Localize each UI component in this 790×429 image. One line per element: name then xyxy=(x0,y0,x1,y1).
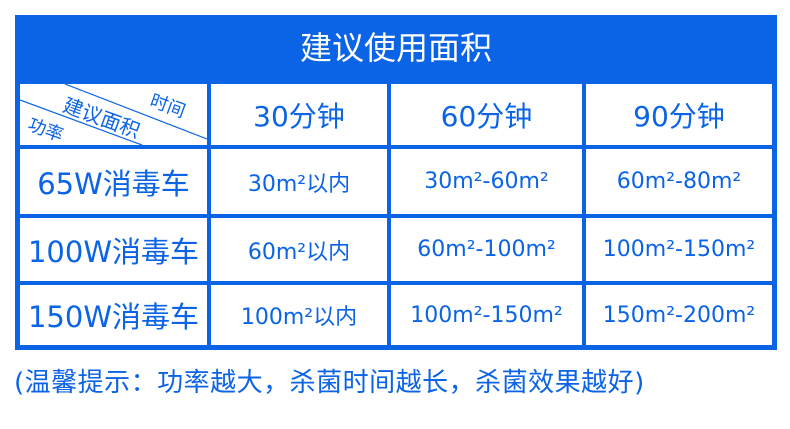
table-cell: 60m²-80m² xyxy=(586,149,772,214)
row-label: 150W消毒车 xyxy=(20,285,207,345)
table-cell: 60m²以内 xyxy=(211,218,387,281)
table-cell: 100m²-150m² xyxy=(391,285,582,345)
table-cell: 60m²-100m² xyxy=(391,218,582,281)
table-cell: 30m²-60m² xyxy=(391,149,582,214)
column-header: 30分钟 xyxy=(211,84,387,145)
table-title: 建议使用面积 xyxy=(299,29,492,67)
corner-header: 时间 建议面积 功率 xyxy=(20,84,207,145)
diagonal-lines xyxy=(20,84,207,145)
column-header: 90分钟 xyxy=(586,84,772,145)
usage-table: 建议使用面积 时间 建议面积 功率 30分钟 60分钟 90分钟 65W消毒车 … xyxy=(15,15,777,350)
table-cell: 150m²-200m² xyxy=(586,285,772,345)
table-cell: 100m²-150m² xyxy=(586,218,772,281)
row-label: 65W消毒车 xyxy=(20,149,207,214)
column-header: 60分钟 xyxy=(391,84,582,145)
tip-text: (温馨提示：功率越大，杀菌时间越长，杀菌效果越好) xyxy=(14,368,645,398)
table-cell: 100m²以内 xyxy=(211,285,387,345)
table-cell: 30m²以内 xyxy=(211,149,387,214)
row-label: 100W消毒车 xyxy=(20,218,207,281)
